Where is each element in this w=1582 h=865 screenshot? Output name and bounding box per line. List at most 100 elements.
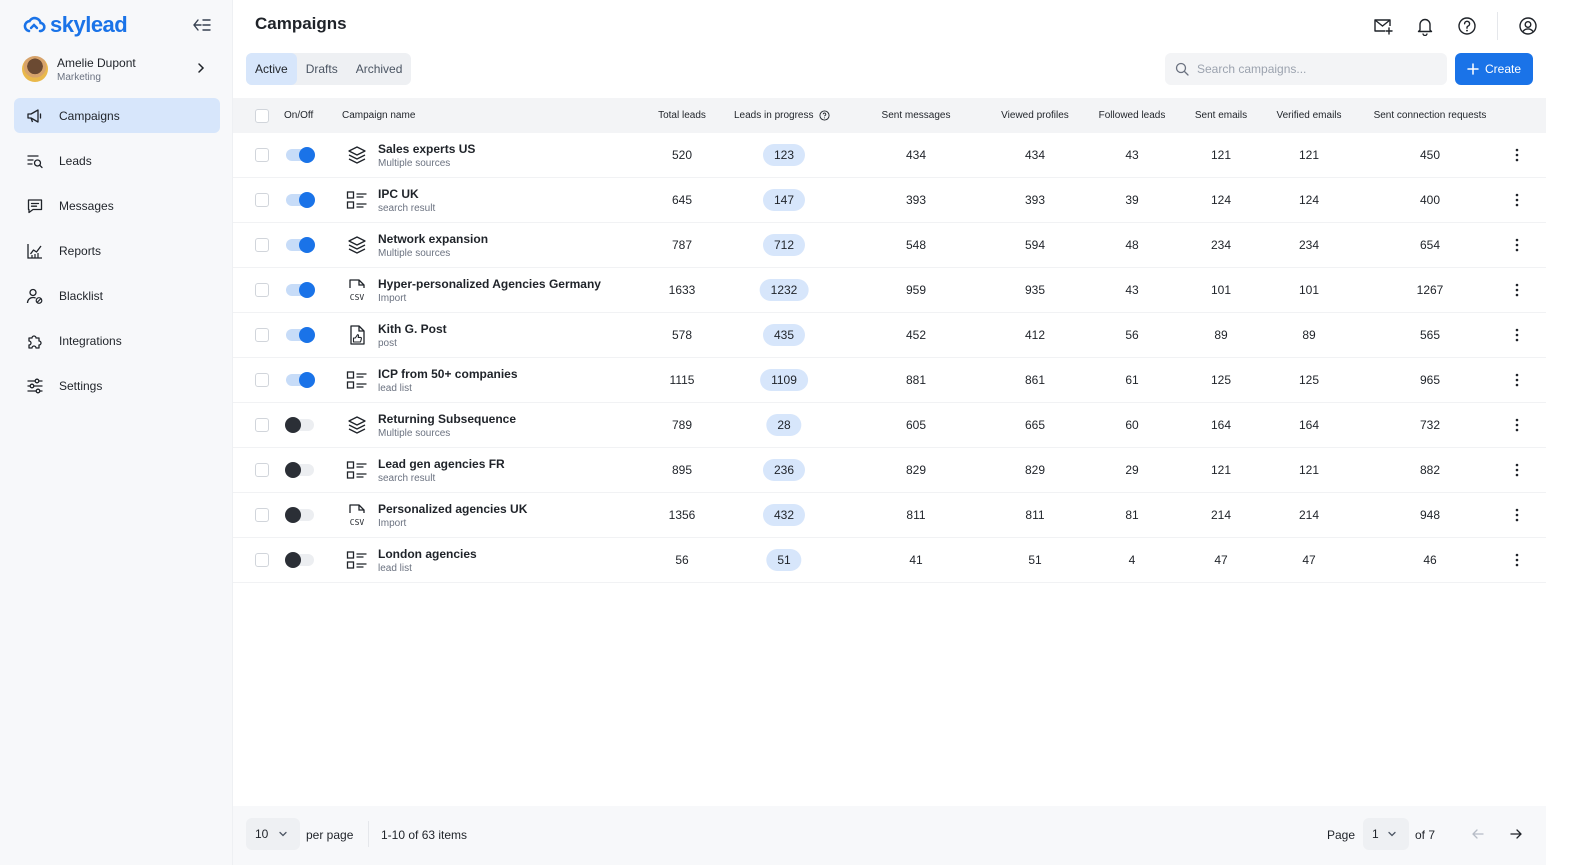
tab-archived[interactable]: Archived bbox=[355, 62, 403, 76]
column-header-name[interactable]: Campaign name bbox=[342, 110, 416, 121]
row-checkbox[interactable] bbox=[255, 373, 269, 387]
table-row[interactable]: Returning Subsequence Multiple sources 7… bbox=[233, 403, 1546, 448]
table-row[interactable]: CSV Hyper-personalized Agencies Germany … bbox=[233, 268, 1546, 313]
info-icon[interactable] bbox=[818, 110, 830, 121]
campaign-toggle[interactable] bbox=[286, 282, 315, 298]
campaign-toggle[interactable] bbox=[285, 507, 314, 523]
campaign-toggle[interactable] bbox=[285, 462, 314, 478]
row-menu-button[interactable] bbox=[1515, 448, 1519, 492]
collapse-sidebar-button[interactable] bbox=[190, 14, 214, 36]
row-menu-button[interactable] bbox=[1515, 178, 1519, 222]
row-checkbox[interactable] bbox=[255, 193, 269, 207]
sidebar-item-leads[interactable]: Leads bbox=[14, 143, 220, 178]
table-row[interactable]: Network expansion Multiple sources 787 71… bbox=[233, 223, 1546, 268]
campaign-toggle[interactable] bbox=[285, 552, 314, 568]
row-checkbox[interactable] bbox=[255, 283, 269, 297]
row-menu-button[interactable] bbox=[1515, 313, 1519, 357]
campaign-name[interactable]: Kith G. Post bbox=[378, 321, 447, 336]
cell-emails: 124 bbox=[1210, 193, 1232, 207]
row-menu-button[interactable] bbox=[1515, 268, 1519, 312]
sidebar-item-reports[interactable]: Reports bbox=[14, 233, 220, 268]
row-menu-button[interactable] bbox=[1515, 403, 1519, 447]
campaign-name[interactable]: Network expansion bbox=[378, 231, 489, 246]
campaign-toggle[interactable] bbox=[286, 192, 315, 208]
row-menu-button[interactable] bbox=[1515, 133, 1519, 177]
column-header-connections[interactable]: Sent connection requests bbox=[1373, 110, 1487, 121]
row-checkbox[interactable] bbox=[255, 328, 269, 342]
table-row[interactable]: London agencies lead list 56 51 41 51 4 47 47 4… bbox=[233, 538, 1546, 583]
table-row[interactable]: IPC UK search result 645 147 393 393 39 124 12… bbox=[233, 178, 1546, 223]
row-menu-button[interactable] bbox=[1515, 493, 1519, 537]
select-all-checkbox[interactable] bbox=[255, 108, 269, 123]
table-row[interactable]: CSV Personalized agencies UK Import 1356… bbox=[233, 493, 1546, 538]
sidebar-item-campaigns[interactable]: Campaigns bbox=[14, 98, 220, 133]
page-select[interactable]: 1 bbox=[1363, 818, 1409, 850]
per-page-select[interactable]: 10 bbox=[246, 818, 300, 850]
row-checkbox[interactable] bbox=[255, 508, 269, 522]
cell-viewed: 665 bbox=[1024, 418, 1046, 432]
leads-in-progress-badge: 432 bbox=[762, 504, 806, 526]
column-header-total[interactable]: Total leads bbox=[658, 110, 706, 121]
tab-drafts[interactable]: Drafts bbox=[305, 62, 338, 76]
row-menu-button[interactable] bbox=[1515, 223, 1519, 267]
column-header-followed[interactable]: Followed leads bbox=[1098, 110, 1166, 121]
campaign-name[interactable]: Sales experts US bbox=[378, 141, 476, 156]
next-page-button[interactable] bbox=[1508, 826, 1524, 842]
campaign-source: search result bbox=[378, 472, 436, 484]
row-checkbox[interactable] bbox=[255, 238, 269, 252]
create-campaign-button[interactable]: Create bbox=[1455, 53, 1533, 85]
tab-active[interactable]: Active bbox=[246, 53, 297, 85]
cell-emails: 234 bbox=[1210, 238, 1232, 252]
campaign-name[interactable]: Hyper-personalized Agencies Germany bbox=[378, 276, 601, 291]
table-row[interactable]: Kith G. Post post 578 435 452 412 56 89 89 565 bbox=[233, 313, 1546, 358]
svg-text:CSV: CSV bbox=[350, 293, 365, 302]
help-icon[interactable] bbox=[1455, 14, 1479, 38]
campaign-toggle[interactable] bbox=[285, 417, 314, 433]
list-icon bbox=[346, 189, 368, 211]
campaigns-table: On/Off Campaign name Total leads Leads i… bbox=[233, 98, 1546, 583]
logo[interactable]: skylead bbox=[22, 12, 128, 38]
campaign-name[interactable]: Lead gen agencies FR bbox=[378, 456, 505, 471]
sidebar-item-messages[interactable]: Messages bbox=[14, 188, 220, 223]
table-row[interactable]: Lead gen agencies FR search result 895 23… bbox=[233, 448, 1546, 493]
campaign-name[interactable]: IPC UK bbox=[378, 186, 419, 201]
row-checkbox[interactable] bbox=[255, 463, 269, 477]
campaign-name[interactable]: ICP from 50+ companies bbox=[378, 366, 518, 381]
cell-sent: 881 bbox=[905, 373, 927, 387]
column-header-verified[interactable]: Verified emails bbox=[1276, 110, 1342, 121]
campaign-name[interactable]: Returning Subsequence bbox=[378, 411, 517, 426]
campaign-toggle[interactable] bbox=[286, 237, 315, 253]
row-checkbox[interactable] bbox=[255, 148, 269, 162]
account-icon[interactable] bbox=[1516, 14, 1540, 38]
campaign-toggle[interactable] bbox=[286, 372, 315, 388]
row-menu-button[interactable] bbox=[1515, 358, 1519, 402]
table-row[interactable]: ICP from 50+ companies lead list 1115 110… bbox=[233, 358, 1546, 403]
more-vertical-icon bbox=[1515, 238, 1519, 252]
cell-total: 520 bbox=[671, 148, 693, 162]
row-menu-button[interactable] bbox=[1515, 538, 1519, 582]
table-row[interactable]: Sales experts US Multiple sources 520 123… bbox=[233, 133, 1546, 178]
sidebar-item-integrations[interactable]: Integrations bbox=[14, 323, 220, 358]
create-button-label: Create bbox=[1484, 62, 1522, 76]
sidebar-item-label: Integrations bbox=[59, 333, 122, 348]
search-input[interactable] bbox=[1197, 62, 1437, 76]
chevron-down-icon bbox=[279, 831, 288, 837]
row-checkbox[interactable] bbox=[255, 418, 269, 432]
campaign-name[interactable]: Personalized agencies UK bbox=[378, 501, 528, 516]
sidebar-item-blacklist[interactable]: Blacklist bbox=[14, 278, 220, 313]
mail-add-icon[interactable] bbox=[1371, 14, 1395, 38]
campaign-toggle[interactable] bbox=[286, 147, 315, 163]
campaign-source: Multiple sources bbox=[378, 247, 451, 259]
user-profile[interactable]: Amelie Dupont Marketing bbox=[22, 54, 218, 84]
column-header-sent[interactable]: Sent messages bbox=[881, 110, 951, 121]
bell-icon[interactable] bbox=[1413, 14, 1437, 38]
sidebar-item-settings[interactable]: Settings bbox=[14, 368, 220, 403]
row-checkbox[interactable] bbox=[255, 553, 269, 567]
column-header-progress[interactable]: Leads in progress bbox=[734, 98, 830, 133]
campaign-toggle[interactable] bbox=[286, 327, 315, 343]
column-header-viewed[interactable]: Viewed profiles bbox=[1001, 110, 1069, 121]
column-header-emails[interactable]: Sent emails bbox=[1194, 110, 1248, 121]
layers-icon bbox=[346, 414, 368, 436]
campaign-name[interactable]: London agencies bbox=[378, 546, 477, 561]
prev-page-button[interactable] bbox=[1470, 826, 1486, 842]
